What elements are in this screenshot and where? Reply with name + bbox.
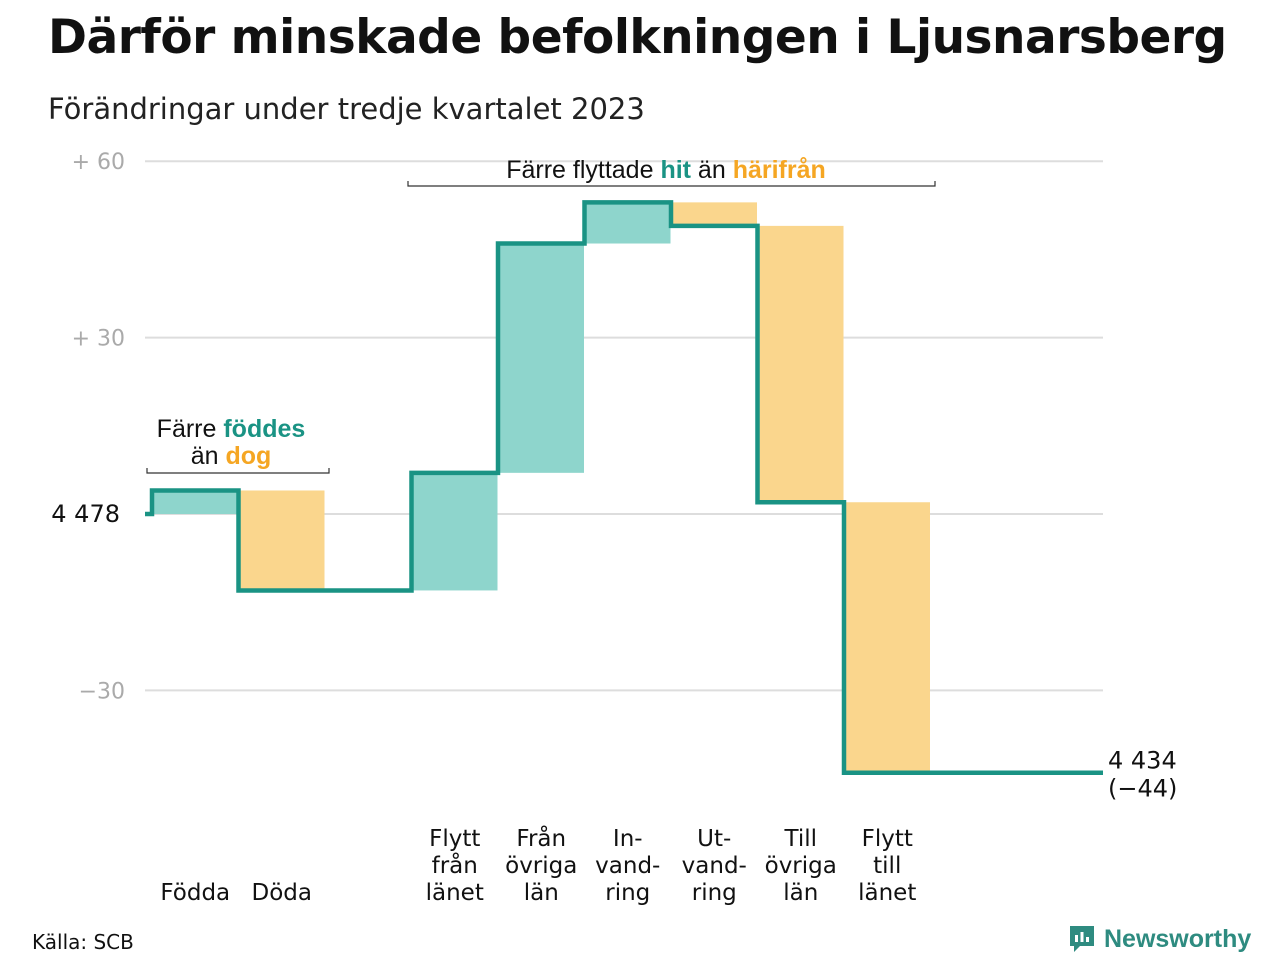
category-label: från: [432, 851, 478, 879]
annotation-text-orange: dog: [225, 442, 271, 470]
category-label: länet: [426, 880, 484, 906]
end-value-label: 4 434: [1108, 747, 1177, 775]
annotation-text-normal: Färre: [157, 415, 224, 443]
annotation-text-normal: Färre flyttade: [506, 156, 660, 184]
category-label: Från: [516, 824, 566, 852]
category-label: länet: [858, 880, 916, 906]
waterfall-bar: [671, 202, 757, 226]
newsworthy-logo: Newsworthy: [1068, 924, 1251, 954]
y-tick-label: + 30: [72, 327, 125, 352]
annotation-text-normal: än: [691, 156, 733, 184]
category-label: Flytt: [429, 826, 480, 852]
waterfall-bar: [757, 225, 844, 503]
brand-name: Newsworthy: [1104, 924, 1252, 953]
waterfall-bar: [498, 243, 584, 473]
annotation-text-teal: hit: [660, 156, 691, 184]
annotation-text-normal: än: [191, 442, 226, 470]
category-label: vand-: [595, 853, 660, 879]
births-bracket: [146, 468, 330, 474]
y-tick-label: + 60: [72, 150, 125, 175]
category-label: vand-: [682, 853, 747, 879]
category-label: till: [873, 853, 901, 879]
category-label: ring: [605, 880, 650, 906]
chart-bubble-icon: [1070, 926, 1094, 952]
annotation-text-orange: härifrån: [733, 156, 826, 184]
waterfall-bar: [152, 490, 238, 514]
waterfall-bar: [238, 490, 325, 591]
chart-subtitle: Förändringar under tredje kvartalet 2023: [48, 92, 645, 126]
category-label: län: [783, 880, 818, 906]
category-label: län: [524, 880, 559, 906]
category-label: övriga: [505, 853, 577, 879]
moves-annotation: Färre flyttade hit än härifrån: [506, 156, 826, 184]
chart-title: Därför minskade befolkningen i Ljusnarsb…: [48, 10, 1227, 65]
source-note: Källa: SCB: [32, 930, 134, 954]
annotation-text-teal: föddes: [223, 415, 305, 443]
category-label: Ut-: [697, 826, 731, 852]
end-change-label: (−44): [1108, 775, 1177, 803]
category-label: Döda: [252, 880, 312, 906]
category-label: Till: [783, 826, 817, 852]
births-annotation-line2: än dog: [191, 442, 272, 470]
category-label: övriga: [765, 853, 837, 879]
cumulative-step-line: [145, 200, 1103, 775]
category-label: Födda: [160, 880, 230, 906]
category-label: Flytt: [862, 826, 913, 852]
waterfall-bar: [844, 502, 930, 773]
category-label: In-: [613, 826, 643, 852]
births-annotation-line1: Färre föddes: [157, 415, 306, 443]
y-tick-label: −30: [79, 679, 125, 704]
category-label: ring: [692, 880, 737, 906]
waterfall-bar: [411, 472, 498, 591]
start-value-label: 4 478: [51, 500, 120, 528]
waterfall-bar: [584, 202, 671, 244]
moves-bracket: [407, 181, 936, 187]
